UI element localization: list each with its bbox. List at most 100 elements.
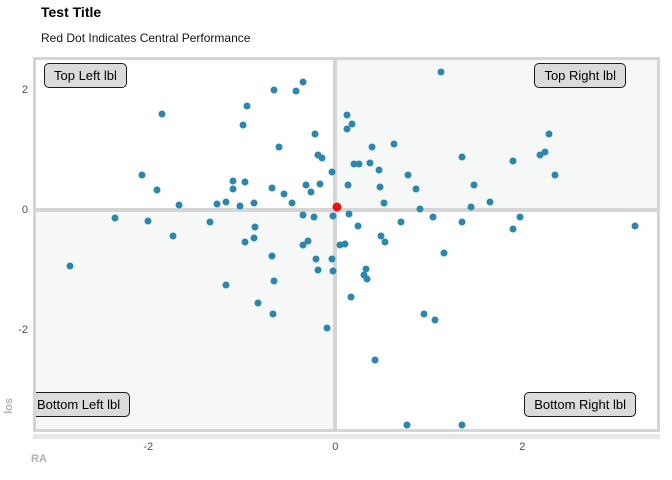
data-point [251, 223, 259, 231]
data-point [111, 214, 119, 222]
data-point [213, 200, 221, 208]
data-point [381, 238, 389, 246]
chart-subtitle: Red Dot Indicates Central Performance [41, 31, 251, 45]
label-bottom-left: Bottom Left lbl [36, 392, 131, 417]
label-top-right: Top Right lbl [534, 63, 626, 88]
plot-panel: Top Left lbl Top Right lbl Bottom Left l… [33, 57, 660, 432]
data-point [397, 218, 405, 226]
data-point [269, 310, 277, 318]
data-point [318, 154, 326, 162]
data-point [363, 275, 371, 283]
data-point [288, 199, 296, 207]
data-point [302, 181, 310, 189]
data-point [270, 86, 278, 94]
x-axis-band [33, 434, 660, 439]
x-tick-label: -2 [143, 441, 154, 453]
data-point [254, 299, 262, 307]
data-point [268, 252, 276, 260]
data-point [486, 198, 494, 206]
data-point [312, 255, 320, 263]
data-point [536, 151, 544, 159]
data-point [310, 213, 318, 221]
data-point [377, 232, 385, 240]
data-point [268, 184, 276, 192]
data-point [380, 199, 388, 207]
data-point [299, 211, 307, 219]
data-point [222, 198, 230, 206]
data-point [345, 210, 353, 218]
data-point [138, 171, 146, 179]
data-point [343, 111, 351, 119]
data-point [362, 265, 370, 273]
data-point [280, 190, 288, 198]
data-point [307, 188, 315, 196]
data-point [541, 148, 549, 156]
data-point [222, 281, 230, 289]
label-bottom-right: Bottom Right lbl [524, 392, 636, 417]
data-point [175, 201, 183, 209]
x-axis-title: RA [31, 453, 47, 465]
data-point [153, 186, 161, 194]
data-point [241, 238, 249, 246]
data-point [328, 168, 336, 176]
data-point [348, 120, 356, 128]
y-tick-label: -2 [18, 324, 28, 336]
data-point [250, 199, 258, 207]
data-point [314, 266, 322, 274]
data-point [236, 202, 244, 210]
data-point [371, 356, 379, 364]
y-zero-line [36, 208, 657, 212]
x-tick-label: 0 [332, 441, 339, 453]
data-point [509, 225, 517, 233]
data-point [229, 185, 237, 193]
data-point [551, 171, 559, 179]
data-point [458, 218, 466, 226]
data-point [354, 222, 362, 230]
data-point [355, 160, 363, 168]
data-point [304, 237, 312, 245]
data-point [323, 324, 331, 332]
data-point [292, 87, 300, 95]
data-point [509, 157, 517, 165]
data-point [341, 240, 349, 248]
data-point [440, 249, 448, 257]
data-point [343, 125, 351, 133]
data-point [299, 241, 307, 249]
y-tick-label: 0 [21, 204, 28, 216]
data-point [458, 153, 466, 161]
data-point [329, 267, 337, 275]
data-point [169, 232, 177, 240]
chart-title: Test Title [41, 4, 102, 20]
data-point [403, 421, 411, 429]
x-tick-label: 2 [519, 441, 526, 453]
y-tick-label: 2 [21, 84, 28, 96]
data-point [206, 218, 214, 226]
data-point [316, 180, 324, 188]
center-point [332, 202, 342, 212]
data-point [458, 421, 466, 429]
data-point [390, 140, 398, 148]
data-point [329, 212, 337, 220]
data-point [250, 234, 258, 242]
data-point [376, 183, 384, 191]
scatter-points-layer [36, 60, 657, 429]
data-point [429, 213, 437, 221]
data-point [347, 293, 355, 301]
data-point [467, 203, 475, 211]
data-point [241, 178, 249, 186]
data-point [350, 160, 358, 168]
data-point [366, 159, 374, 167]
data-point [368, 143, 376, 151]
data-point [360, 271, 368, 279]
data-point [66, 262, 74, 270]
data-point [144, 217, 152, 225]
data-point [314, 151, 322, 159]
y-axis-title: los [3, 398, 15, 414]
x-zero-line [333, 60, 338, 429]
data-point [311, 130, 319, 138]
data-point [470, 181, 478, 189]
data-point [229, 177, 237, 185]
data-point [420, 310, 428, 318]
data-point [437, 68, 445, 76]
data-point [158, 110, 166, 118]
